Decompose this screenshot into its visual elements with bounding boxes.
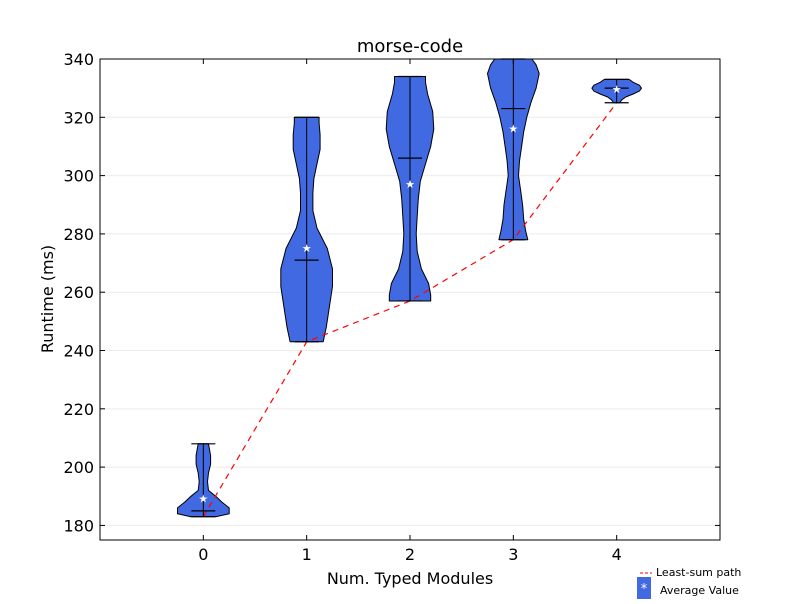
x-tick-label: 1 (302, 545, 312, 564)
x-axis-label: Num. Typed Modules (327, 569, 493, 588)
violin-mean-marker: ★ (198, 493, 208, 506)
legend-average-star: * (641, 582, 648, 597)
least-sum-path (202, 102, 618, 518)
y-axis-label: Runtime (ms) (38, 245, 57, 353)
y-tick-label: 220 (63, 400, 94, 419)
legend-least-sum-label: Least-sum path (656, 566, 741, 579)
x-tick-label: 2 (405, 545, 415, 564)
y-tick-label: 340 (63, 50, 94, 69)
legend: Least-sum path * Average Value (637, 566, 741, 599)
y-tick-label: 280 (63, 225, 94, 244)
y-tick-label: 200 (63, 458, 94, 477)
y-tick-label: 260 (63, 283, 94, 302)
violin-statistics: ★ ★ ★ ★ ★ (191, 58, 629, 518)
y-tick-label: 180 (63, 516, 94, 535)
y-tick-label: 320 (63, 108, 94, 127)
legend-average-label: Average Value (660, 584, 739, 597)
axis-ticks: 180 200 220 240 260 280 300 320 340 0 1 2 3 4 (63, 50, 720, 564)
chart-title: morse-code (357, 36, 463, 57)
x-tick-label: 0 (198, 545, 208, 564)
x-tick-label: 3 (508, 545, 518, 564)
legend-average-swatch (637, 577, 651, 599)
violin-mean-marker: ★ (405, 178, 415, 191)
violin-mean-marker: ★ (508, 123, 518, 136)
x-tick-label: 4 (612, 545, 622, 564)
violin-mean-marker: ★ (302, 242, 312, 255)
y-tick-label: 300 (63, 167, 94, 186)
violin-mean-marker: ★ (612, 83, 622, 96)
y-tick-label: 240 (63, 342, 94, 361)
least-sum-path-line (202, 102, 618, 518)
